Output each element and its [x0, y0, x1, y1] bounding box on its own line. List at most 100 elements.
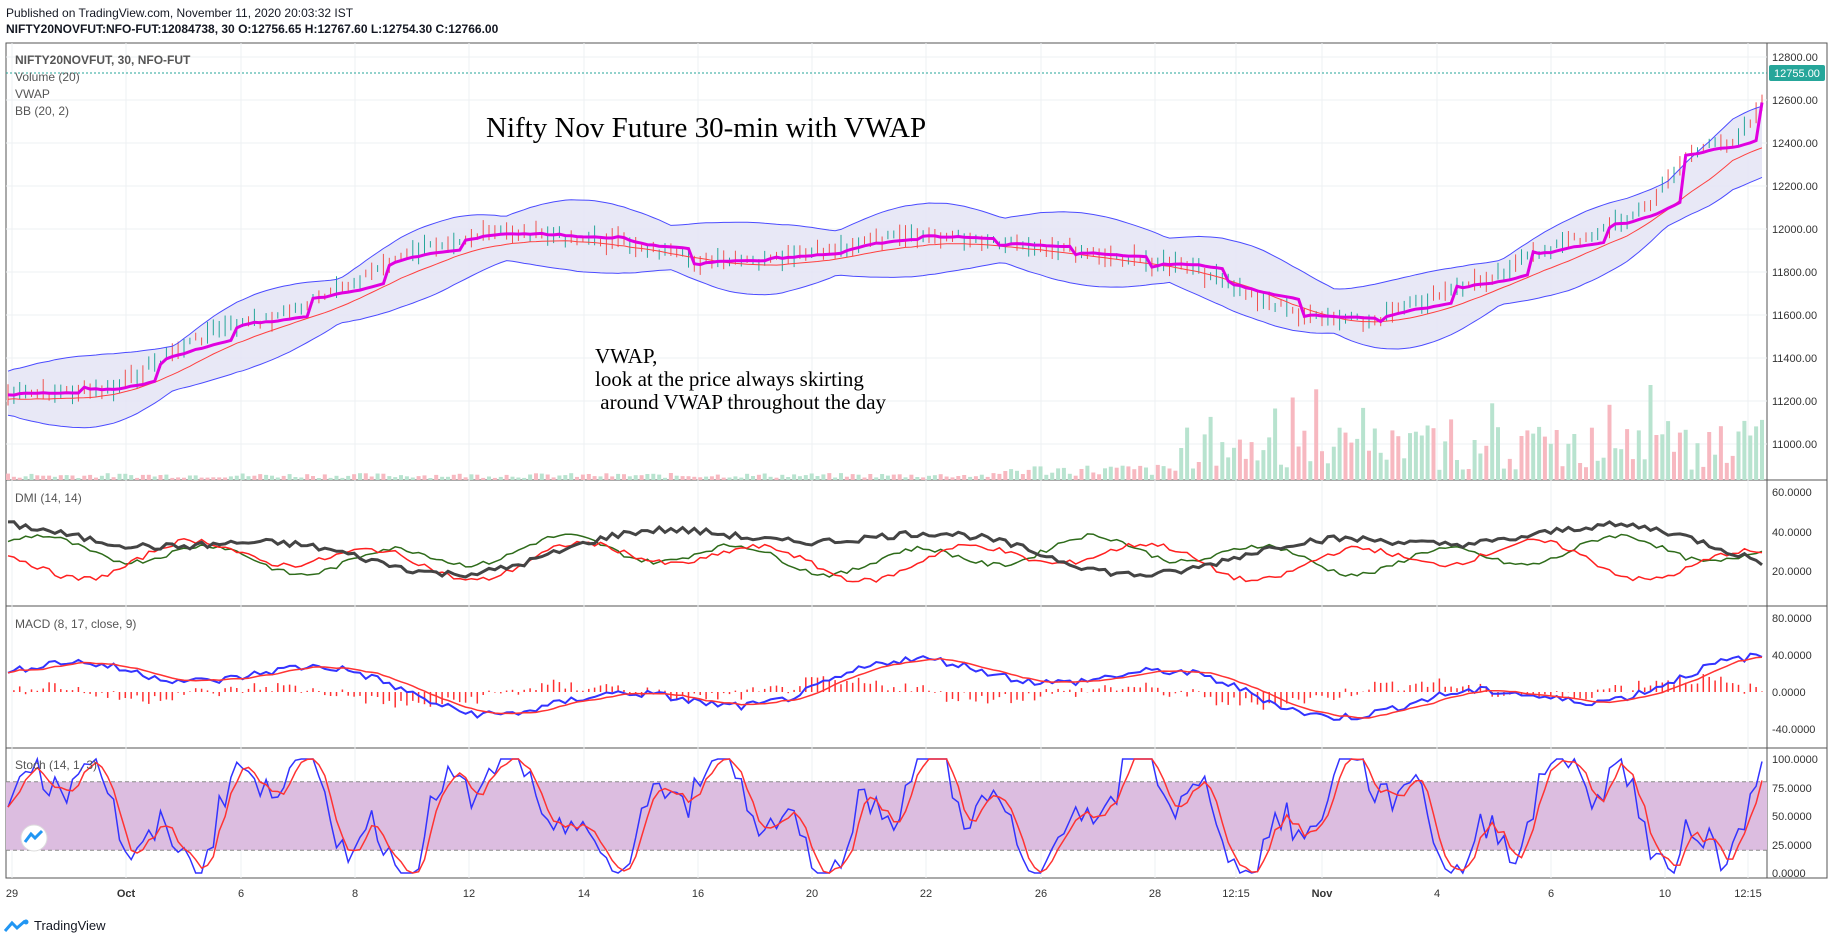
volume-bar [1560, 466, 1565, 480]
dmi-axis[interactable]: 60.0000 40.0000 20.0000 [1772, 487, 1812, 578]
volume-bar [140, 474, 145, 480]
volume-bar [1173, 470, 1178, 480]
dmi-axis-label: 40.0000 [1772, 527, 1812, 539]
stoch-plot [6, 756, 1767, 875]
volume-bar [1630, 459, 1635, 480]
stoch-legend[interactable]: Stoch (14, 1, 3) [15, 758, 97, 772]
stoch-axis-label: 75.0000 [1772, 783, 1812, 795]
volume-bar [1496, 427, 1500, 480]
volume-bar [193, 475, 198, 480]
volume-bar [387, 476, 392, 480]
volume-bar [47, 475, 52, 480]
volume-bar [492, 477, 497, 480]
volume-bar [316, 478, 321, 480]
macd-legend[interactable]: MACD (8, 17, close, 9) [15, 617, 136, 631]
volume-bar [1548, 443, 1553, 480]
annotation-line-1: VWAP, [595, 344, 657, 368]
main-price-axis[interactable]: 12800.00 12600.00 12400.00 12200.00 12000.00… [1772, 52, 1818, 451]
volume-bar [1191, 468, 1195, 480]
volume-bar [915, 477, 920, 480]
volume-bar [223, 477, 228, 480]
volume-bar [1636, 430, 1641, 480]
adx-line [7, 520, 1763, 579]
macd-axis-label: 80.0000 [1772, 613, 1812, 625]
volume-bar [1149, 474, 1154, 480]
volume-bar [1413, 431, 1418, 480]
volume-bar [528, 474, 533, 480]
volume-bar [1760, 419, 1764, 480]
volume-bar [164, 474, 169, 480]
dmi-legend[interactable]: DMI (14, 14) [15, 491, 82, 505]
volume-bar [187, 475, 192, 480]
volume-bar [1167, 468, 1172, 480]
annotation-line-3: around VWAP throughout the day [595, 390, 887, 414]
volume-bar [610, 476, 615, 480]
annotation-title: Nifty Nov Future 30-min with VWAP [486, 112, 926, 144]
volume-bar [1038, 466, 1043, 480]
volume-bar [1613, 448, 1618, 480]
volume-bar [1390, 430, 1395, 480]
macd-axis-label: 0.0000 [1772, 687, 1806, 699]
volume-bar [287, 474, 292, 480]
volume-bar [158, 475, 163, 480]
volume-bar [1754, 426, 1759, 480]
volume-bar [1003, 471, 1008, 480]
volume-bar [498, 476, 503, 480]
volume-bar [88, 474, 93, 480]
volume-bar [1408, 433, 1412, 480]
grid-lines [6, 43, 1767, 878]
volume-bar [575, 476, 579, 480]
volume-bar [240, 473, 245, 480]
volume-bar [1325, 463, 1330, 480]
volume-bar [1472, 440, 1477, 480]
footer-brand[interactable]: TradingView [4, 918, 106, 933]
time-axis[interactable]: 29 Oct 6 8 12 14 16 20 22 26 28 12:15 Nov 4 6 10 12:15 [6, 888, 1762, 900]
stoch-axis[interactable]: 100.0000 75.0000 50.0000 25.0000 0.0000 [1772, 754, 1818, 880]
volume-bar [569, 473, 574, 480]
tradingview-badge-icon[interactable] [20, 824, 48, 852]
volume-bar [451, 474, 456, 480]
volume-bar [862, 477, 867, 480]
volume-bar [844, 476, 849, 480]
macd-axis[interactable]: 80.0000 40.0000 0.0000 -40.0000 [1772, 613, 1815, 736]
main-legend-volume[interactable]: Volume (20) [15, 70, 80, 84]
volume-bar [1103, 468, 1107, 480]
bb-lower-line [7, 176, 1763, 429]
volume-bar [1015, 470, 1019, 480]
volume-bar [17, 477, 22, 480]
volume-bar [94, 477, 98, 480]
volume-bar [1185, 427, 1190, 480]
macd-axis-label: 40.0000 [1772, 650, 1812, 662]
volume-bar [1654, 435, 1659, 480]
volume-bar [457, 473, 462, 480]
main-legend-bb[interactable]: BB (20, 2) [15, 104, 69, 118]
volume-bar [962, 475, 967, 480]
main-legend-symbol[interactable]: NIFTY20NOVFUT, 30, NFO-FUT [15, 53, 191, 67]
volume-bars [6, 385, 1764, 480]
volume-bar [534, 473, 538, 480]
time-axis-label: Oct [117, 888, 136, 900]
volume-bar [146, 474, 151, 480]
time-axis-label: Nov [1312, 888, 1334, 900]
volume-bar [246, 476, 251, 480]
volume-bar [874, 477, 879, 480]
main-legend-vwap[interactable]: VWAP [15, 87, 50, 101]
volume-bar [504, 474, 509, 480]
volume-bar [1425, 425, 1430, 480]
volume-bar [1302, 430, 1307, 480]
volume-bar [1648, 385, 1653, 480]
volume-bar [516, 477, 521, 480]
volume-bar [234, 475, 239, 480]
volume-bar [921, 477, 926, 480]
time-axis-label: 28 [1149, 888, 1161, 900]
stoch-axis-label: 50.0000 [1772, 811, 1812, 823]
volume-bar [797, 476, 802, 480]
volume-bar [551, 477, 556, 480]
volume-bar [1349, 442, 1354, 480]
volume-bar [299, 477, 304, 480]
volume-bar [487, 476, 491, 480]
volume-bar [780, 474, 785, 480]
tradingview-logo-icon [4, 919, 29, 932]
volume-bar [205, 477, 210, 480]
